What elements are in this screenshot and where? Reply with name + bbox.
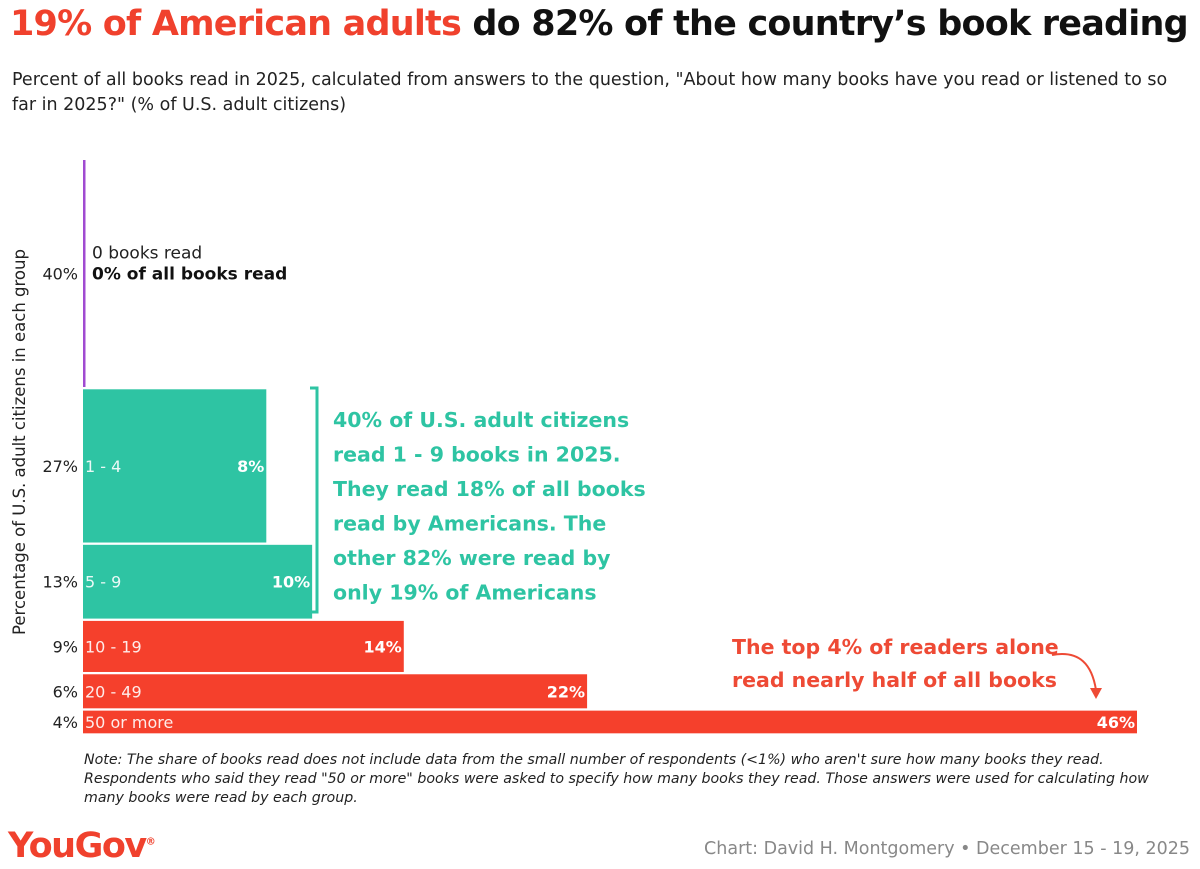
- zero-books-share-label: 0% of all books read: [92, 265, 287, 285]
- y-tick-label: 6%: [53, 682, 78, 701]
- bar-category-label: 20 - 49: [85, 682, 142, 701]
- bar-books-label: 8%: [237, 457, 264, 476]
- teal-annotation-line: read by Americans. The: [333, 512, 606, 536]
- bar-books-label: 10%: [272, 573, 310, 592]
- y-tick-label: 27%: [42, 457, 78, 476]
- bar-category-label: 5 - 9: [85, 573, 121, 592]
- y-tick-label: 40%: [42, 265, 78, 284]
- title-highlight: 19% of American adults: [10, 4, 462, 44]
- teal-annotation-line: read 1 - 9 books in 2025.: [333, 443, 621, 467]
- red-annotation-line: The top 4% of readers alone: [732, 635, 1059, 659]
- bar-1-4: [83, 389, 267, 543]
- teal-annotation-line: only 19% of Americans: [333, 581, 597, 605]
- bar-50ormore: [83, 710, 1137, 734]
- bar-books-label: 22%: [547, 682, 585, 701]
- yougov-logo: YouGov®: [8, 826, 156, 866]
- bar-20-49: [83, 674, 588, 709]
- bar-5-9: [83, 544, 313, 619]
- chart-subtitle: Percent of all books read in 2025, calcu…: [12, 70, 1168, 115]
- bar-category-label: 10 - 19: [85, 637, 142, 656]
- bar-10-19: [83, 620, 404, 672]
- bar-category-label: 1 - 4: [85, 457, 121, 476]
- bar-category-label: 50 or more: [85, 713, 173, 732]
- teal-annotation-line: They read 18% of all books: [333, 477, 646, 501]
- zero-books-label: 0 books read: [92, 244, 202, 264]
- red-annotation-line: read nearly half of all books: [732, 668, 1057, 692]
- teal-annotation-line: other 82% were read by: [333, 546, 611, 570]
- y-tick-label: 4%: [53, 713, 78, 732]
- y-tick-label: 9%: [53, 637, 78, 656]
- chart-title: 19% of American adults do 82% of the cou…: [10, 4, 1189, 44]
- title-rest: do 82% of the country’s book reading: [461, 4, 1188, 44]
- chart-credit: Chart: David H. Montgomery • December 15…: [704, 839, 1190, 859]
- bar-zero-books: [83, 160, 86, 387]
- teal-annotation-line: 40% of U.S. adult citizens: [333, 408, 629, 432]
- bar-books-label: 14%: [363, 637, 401, 656]
- y-axis-label: Percentage of U.S. adult citizens in eac…: [10, 249, 29, 635]
- teal-bracket: [310, 386, 319, 614]
- annotation-arrow: [1051, 653, 1097, 691]
- y-tick-label: 13%: [42, 573, 78, 592]
- arrowhead-icon: [1090, 688, 1102, 699]
- chart-note: Note: The share of books read does not i…: [84, 752, 1149, 806]
- bar-books-label: 46%: [1097, 713, 1135, 732]
